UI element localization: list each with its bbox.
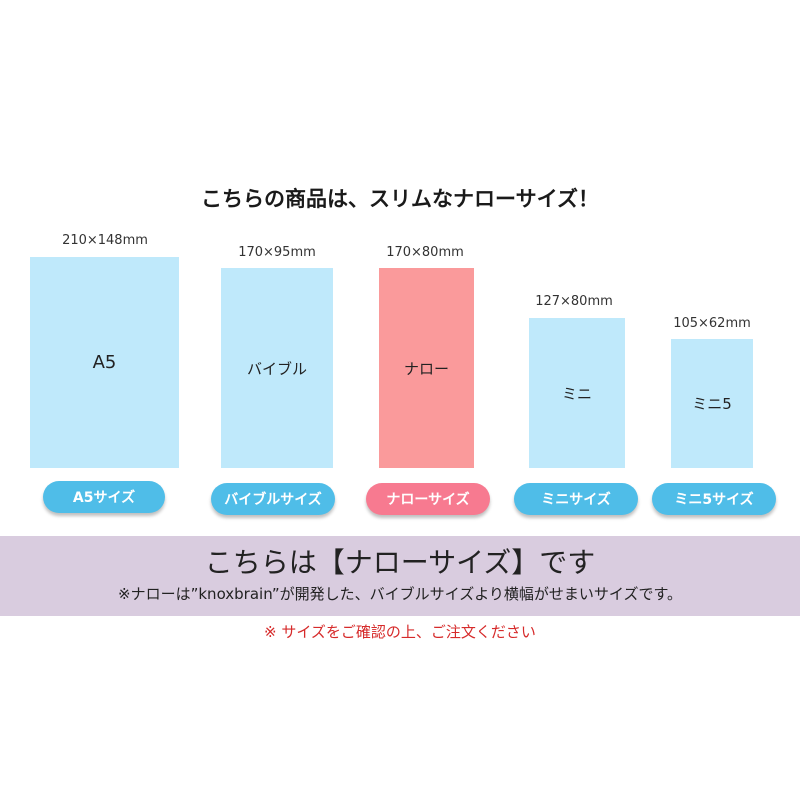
size-mini-rect: ミニ (529, 318, 625, 468)
size-mini-label: ミニ (561, 384, 592, 403)
band-note: ※ナローは”knoxbrain”が開発した、バイブルサイズより横幅がせまいサイズ… (118, 585, 682, 603)
size-bible-rect: バイブル (221, 268, 333, 468)
size-bible-label: バイブル (246, 359, 307, 378)
size-a5-dimension: 210×148mm (62, 233, 148, 248)
size-mini-dimension: 127×80mm (535, 294, 613, 309)
size-mini5-button[interactable]: ミニ5サイズ (652, 483, 776, 515)
size-narrow-rect: ナロー (379, 268, 474, 468)
page-heading: こちらの商品は、スリムなナローサイズ！ (201, 187, 599, 211)
size-mini5-label: ミニ5 (692, 395, 732, 413)
size-bible-button[interactable]: バイブルサイズ (211, 483, 335, 515)
size-a5-button[interactable]: A5サイズ (43, 481, 165, 513)
size-a5-rect: A5 (30, 257, 179, 468)
size-a5-label: A5 (92, 352, 117, 373)
size-bible-dimension: 170×95mm (238, 245, 316, 260)
band-title: こちらは【ナローサイズ】です (204, 546, 596, 579)
order-notice: ※ サイズをご確認の上、ご注文ください (264, 623, 536, 641)
highlight-band (0, 536, 800, 616)
size-mini-button[interactable]: ミニサイズ (514, 483, 638, 515)
size-mini5-rect: ミニ5 (671, 339, 753, 468)
size-narrow-button[interactable]: ナローサイズ (366, 483, 490, 515)
size-narrow-dimension: 170×80mm (386, 245, 464, 260)
size-mini5-dimension: 105×62mm (673, 316, 751, 331)
size-narrow-label: ナロー (403, 359, 449, 378)
